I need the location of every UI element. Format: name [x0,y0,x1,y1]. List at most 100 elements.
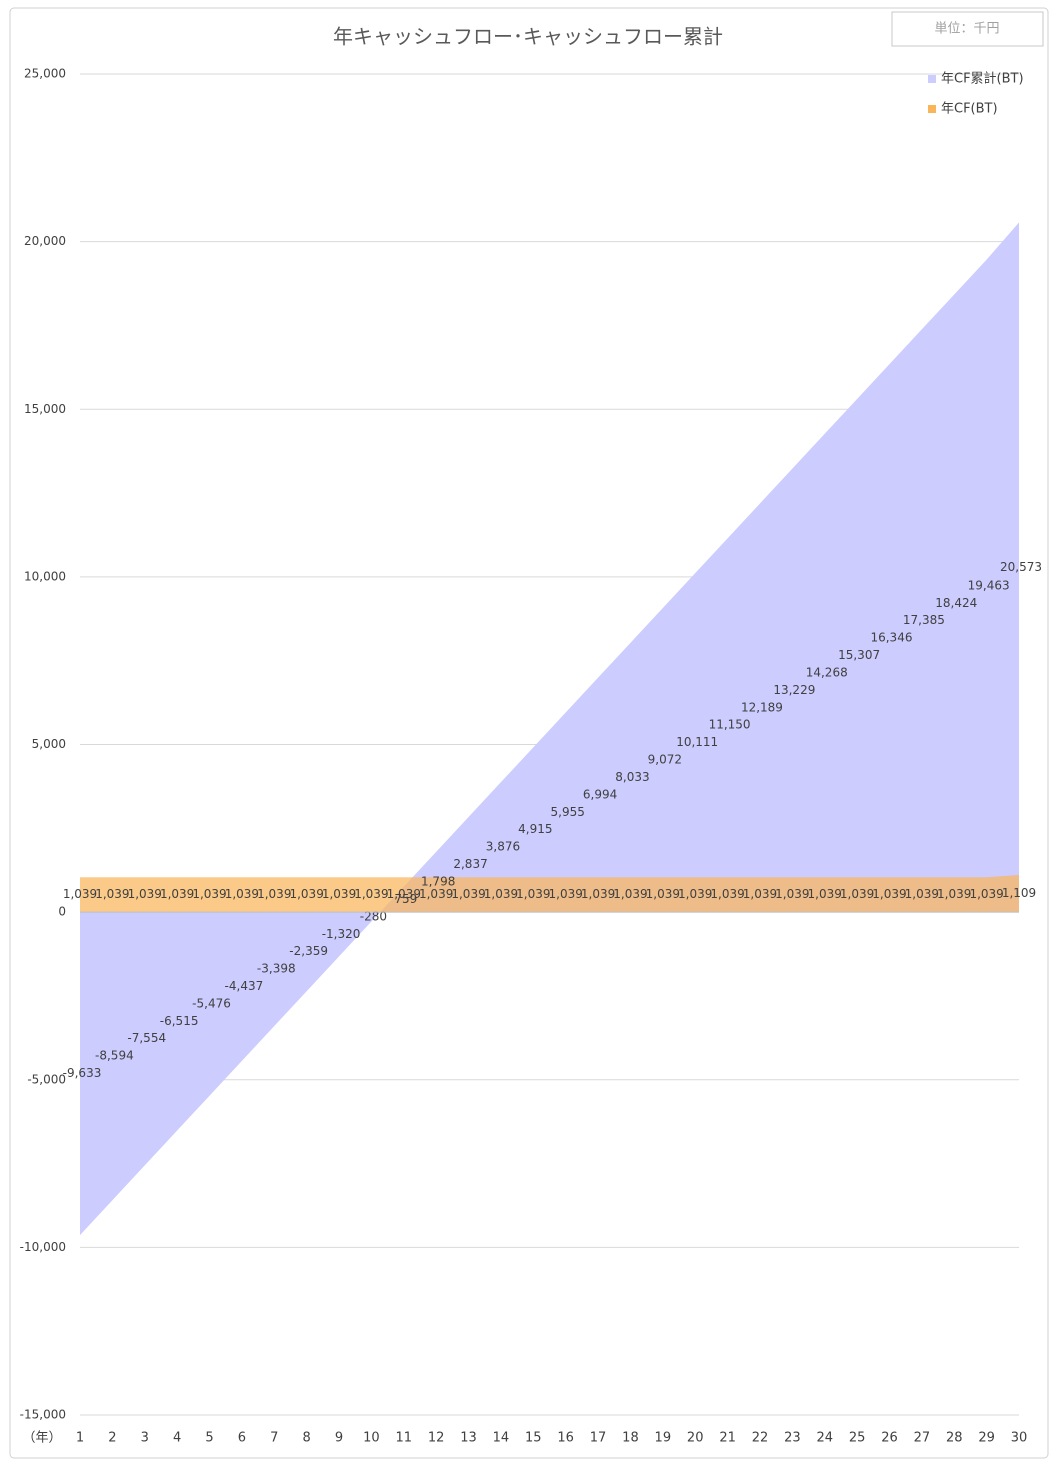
data-label: 1,039 [937,887,971,901]
y-tick-label: 25,000 [24,67,66,81]
data-label: 1,039 [95,887,129,901]
x-axis-label: （年） [22,1431,61,1446]
x-tick-label: 29 [978,1431,995,1446]
data-label: 1,039 [775,887,809,901]
data-label: 12,189 [741,700,783,714]
data-label: 14,268 [806,665,848,679]
x-tick-label: 13 [460,1431,477,1446]
data-label: 1,039 [646,887,680,901]
x-tick-label: 14 [493,1431,510,1446]
unit-note: 単位：千円 [934,21,999,37]
x-tick-label: 7 [270,1431,278,1446]
y-tick-label: -15,000 [20,1408,66,1422]
data-label: -9,633 [63,1066,102,1080]
data-label: 19,463 [968,578,1010,592]
x-tick-label: 16 [557,1431,574,1446]
x-tick-label: 3 [141,1431,149,1446]
data-label: 1,039 [160,887,194,901]
data-label: 1,039 [743,887,777,901]
data-label: 1,039 [905,887,939,901]
data-label: 17,385 [903,613,945,627]
data-label: 16,346 [870,631,912,645]
data-label: 1,109 [1002,886,1036,900]
data-label: 8,033 [615,770,649,784]
data-label: 10,111 [676,735,718,749]
x-tick-label: 20 [687,1431,704,1446]
x-tick-label: 21 [719,1431,736,1446]
data-label: 2,837 [453,857,487,871]
data-label: -2,359 [289,944,328,958]
data-label: 1,039 [63,887,97,901]
x-tick-label: 19 [655,1431,672,1446]
x-tick-label: 1 [76,1431,84,1446]
data-label: 13,229 [773,683,815,697]
data-label: 1,039 [516,887,550,901]
data-label: 15,307 [838,648,880,662]
data-label: 1,039 [419,887,453,901]
x-tick-label: 8 [303,1431,311,1446]
x-tick-label: 17 [590,1431,607,1446]
y-tick-label: 10,000 [24,569,66,583]
x-tick-label: 9 [335,1431,343,1446]
x-tick-label: 27 [914,1431,931,1446]
data-label: 1,039 [872,887,906,901]
x-tick-label: 23 [784,1431,801,1446]
x-tick-label: 4 [173,1431,181,1446]
data-label: -4,437 [225,979,264,993]
data-label: 1,039 [484,887,518,901]
data-label: 5,955 [551,805,585,819]
data-label: 1,039 [451,887,485,901]
area [80,222,1019,1236]
data-label: 1,039 [678,887,712,901]
data-label: 1,039 [581,887,615,901]
data-label: 20,573 [1000,560,1042,574]
data-label: 1,039 [354,887,388,901]
data-label: -8,594 [95,1049,134,1063]
x-tick-label: 30 [1011,1431,1028,1446]
data-label: 6,994 [583,787,617,801]
data-label: 9,072 [648,753,682,767]
data-label: 1,039 [387,887,421,901]
x-tick-label: 28 [946,1431,963,1446]
y-tick-label: -5,000 [27,1072,66,1086]
x-tick-label: 11 [396,1431,413,1446]
data-label: 1,039 [322,887,356,901]
chart-frame [9,7,1049,1459]
data-label: 1,039 [969,887,1003,901]
data-label: 1,798 [421,874,455,888]
legend-swatch [928,105,936,113]
data-label: 1,039 [289,887,323,901]
area [80,874,1019,913]
y-tick-label: -10,000 [20,1240,66,1254]
data-label: 1,039 [710,887,744,901]
y-tick-label: 20,000 [24,234,66,248]
x-tick-label: 6 [238,1431,246,1446]
chart-title: 年キャッシュフロー･キャッシュフロー累計 [333,25,723,49]
x-tick-label: 5 [205,1431,213,1446]
data-label: -7,554 [127,1031,166,1045]
legend-label: 年CF(BT) [941,102,998,117]
x-tick-label: 2 [108,1431,116,1446]
x-tick-label: 22 [752,1431,769,1446]
x-tick-label: 26 [881,1431,898,1446]
x-tick-label: 24 [816,1431,833,1446]
unit-box [891,11,1044,47]
data-label: 4,915 [518,822,552,836]
data-label: 11,150 [709,718,751,732]
x-tick-label: 18 [622,1431,639,1446]
data-label: 759 [394,892,417,906]
data-label: -3,398 [257,962,296,976]
data-label: -280 [360,909,387,923]
data-label: 1,039 [128,887,162,901]
data-label: -6,515 [160,1014,199,1028]
data-label: 1,039 [257,887,291,901]
data-label: 3,876 [486,840,520,854]
x-tick-label: 15 [525,1431,542,1446]
data-label: 1,039 [840,887,874,901]
legend-label: 年CF累計(BT) [941,71,1024,87]
y-tick-label: 0 [58,905,66,919]
data-label: 1,039 [549,887,583,901]
data-label: -1,320 [322,927,361,941]
x-tick-label: 12 [428,1431,445,1446]
